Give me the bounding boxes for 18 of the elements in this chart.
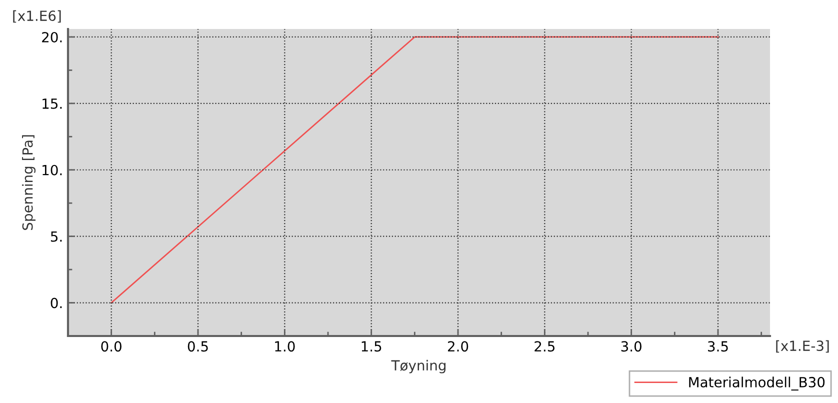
- text: [x1.E-3]: [776, 340, 829, 353]
- x-tick-label: 2.0: [448, 341, 468, 352]
- y-tick-label: 20.: [42, 32, 62, 42]
- x-tick-label: 2.5: [534, 341, 554, 352]
- y-tick-label: 10.: [42, 164, 62, 176]
- x-tick-label: 3.0: [621, 341, 642, 352]
- y-tick-label: 0.: [50, 298, 62, 308]
- y-tick-label: 5.: [50, 231, 62, 242]
- x-tick-label: 1.0: [275, 341, 295, 352]
- x-tick-label: 0.5: [188, 341, 208, 352]
- y-axis-title: Spenning [Pa]: [22, 135, 36, 230]
- legend-label: Materialmodell_B30: [689, 376, 825, 390]
- text: [x1.E6]: [13, 10, 61, 23]
- x-tick-label: 1.5: [362, 341, 382, 352]
- y-tick-label: 15.: [42, 98, 62, 109]
- x-tick-label: 0.0: [101, 341, 122, 352]
- x-tick-label: 3.5: [708, 341, 728, 352]
- x-axis-title: Tøyning: [391, 360, 446, 374]
